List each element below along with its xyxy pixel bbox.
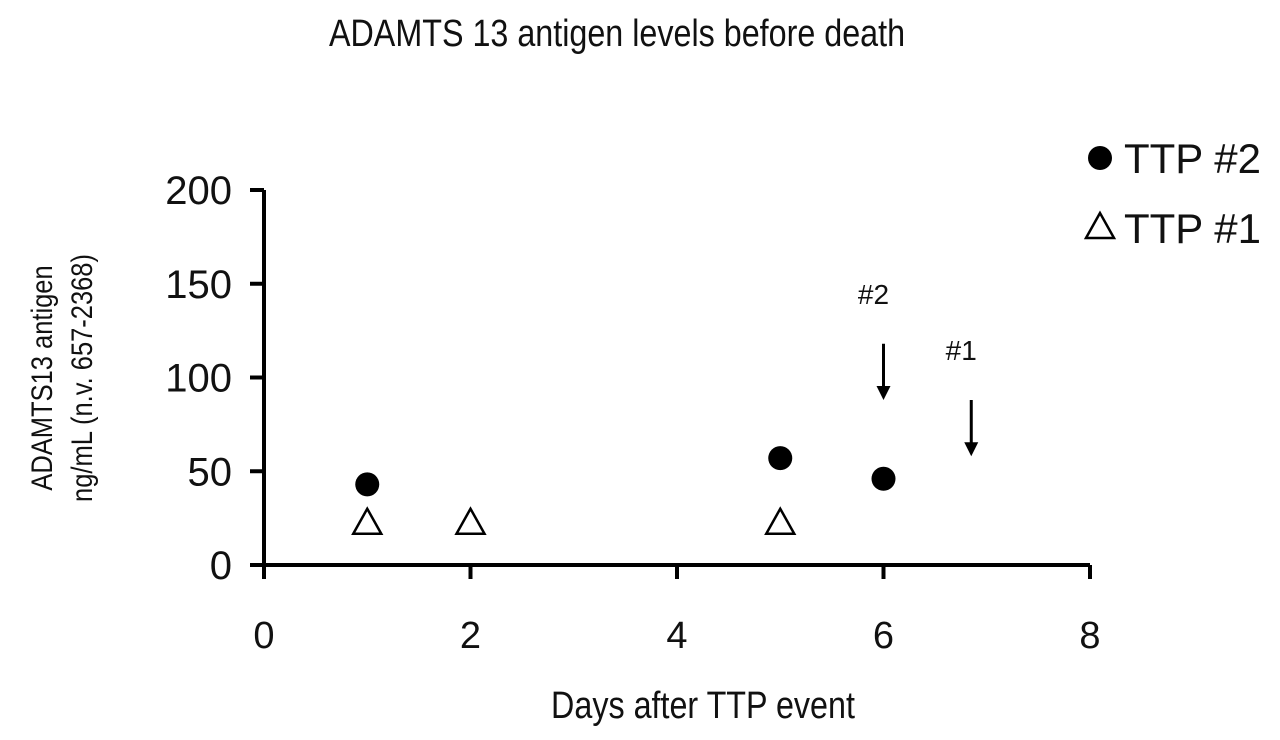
annotation-arrowhead xyxy=(876,386,891,400)
legend-label: TTP #1 xyxy=(1124,205,1261,252)
x-tick-label: 2 xyxy=(460,615,481,657)
annotation-label: #1 xyxy=(946,335,977,366)
data-point-circle xyxy=(768,446,793,471)
y-tick-label: 100 xyxy=(165,357,232,401)
annotation-label: #2 xyxy=(858,279,889,310)
data-point-triangle xyxy=(454,506,487,535)
y-tick-label: 0 xyxy=(210,544,232,588)
data-point-circle xyxy=(871,466,896,491)
data-point-circle xyxy=(355,472,380,497)
y-axis-label-line1: ADAMTS13 antigen xyxy=(25,265,58,490)
x-axis-label: Days after TTP event xyxy=(551,685,855,727)
y-tick-label: 50 xyxy=(188,450,233,494)
legend-marker xyxy=(1088,146,1112,170)
y-axis-label-line2: ng/mL (n.v. 657-2368) xyxy=(65,254,98,502)
chart-title: ADAMTS 13 antigen levels before death xyxy=(329,13,905,55)
x-tick-label: 0 xyxy=(253,615,274,657)
legend-marker xyxy=(1083,210,1117,240)
data-point-triangle xyxy=(351,506,384,535)
x-tick-label: 8 xyxy=(1079,615,1100,657)
legend-label: TTP #2 xyxy=(1124,135,1261,182)
annotation-arrowhead xyxy=(964,442,979,457)
y-tick-label: 200 xyxy=(165,169,232,213)
x-tick-label: 4 xyxy=(666,615,687,657)
data-point-triangle xyxy=(764,506,797,535)
y-tick-label: 150 xyxy=(165,263,232,307)
x-tick-label: 6 xyxy=(873,615,894,657)
